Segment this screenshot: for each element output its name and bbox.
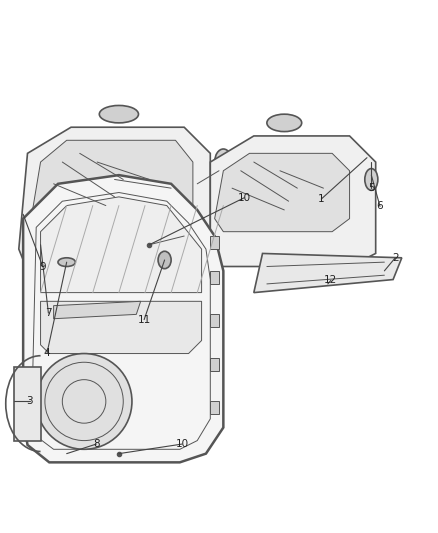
- Text: 12: 12: [324, 276, 337, 286]
- Ellipse shape: [215, 149, 232, 175]
- Text: 4: 4: [44, 348, 50, 358]
- Text: 9: 9: [39, 262, 46, 271]
- Text: 11: 11: [138, 314, 151, 325]
- Text: 1: 1: [318, 194, 325, 204]
- Polygon shape: [19, 127, 210, 271]
- Text: 10: 10: [238, 193, 251, 203]
- Polygon shape: [32, 140, 193, 228]
- Ellipse shape: [365, 168, 378, 190]
- Polygon shape: [215, 154, 350, 232]
- Bar: [210, 358, 219, 371]
- Polygon shape: [53, 301, 141, 319]
- Ellipse shape: [58, 258, 75, 266]
- Text: 8: 8: [93, 439, 99, 449]
- Polygon shape: [23, 175, 223, 462]
- Ellipse shape: [36, 353, 132, 449]
- Bar: [210, 236, 219, 249]
- Ellipse shape: [99, 106, 138, 123]
- Text: 6: 6: [377, 201, 383, 212]
- Text: 10: 10: [176, 439, 189, 449]
- Text: 7: 7: [45, 308, 52, 318]
- Polygon shape: [41, 301, 201, 353]
- Polygon shape: [210, 136, 376, 266]
- Bar: [210, 314, 219, 327]
- Text: 5: 5: [368, 183, 374, 193]
- Ellipse shape: [158, 251, 171, 269]
- Polygon shape: [14, 367, 41, 441]
- Polygon shape: [254, 254, 402, 293]
- Text: 2: 2: [392, 253, 399, 263]
- Text: 3: 3: [26, 397, 33, 407]
- Bar: [210, 271, 219, 284]
- Polygon shape: [41, 197, 201, 293]
- Bar: [210, 401, 219, 415]
- Ellipse shape: [267, 114, 302, 132]
- Ellipse shape: [102, 197, 180, 249]
